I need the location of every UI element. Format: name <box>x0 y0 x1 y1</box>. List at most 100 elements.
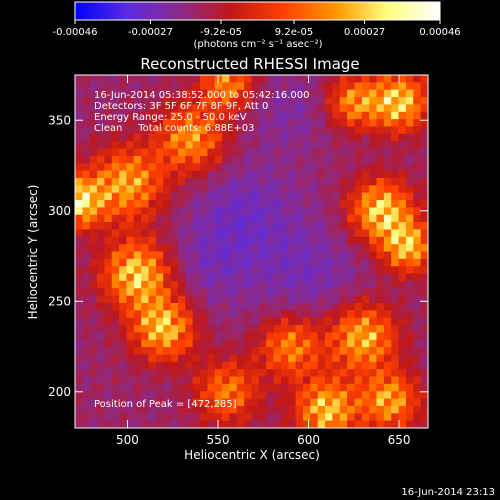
heatmap-cell <box>155 398 164 407</box>
heatmap-cell <box>347 310 355 319</box>
heatmap-cell <box>214 413 223 422</box>
heatmap-cell <box>200 155 208 164</box>
heatmap-cell <box>266 354 274 363</box>
heatmap-cell <box>75 332 83 341</box>
heatmap-cell <box>317 207 326 216</box>
heatmap-cell <box>376 207 385 216</box>
heatmap-cell <box>133 141 142 149</box>
heatmap-cell <box>89 420 98 428</box>
heatmap-cell <box>82 133 91 142</box>
heatmap-cell <box>280 111 289 120</box>
heatmap-cell <box>97 391 105 399</box>
heatmap-cell <box>383 376 392 385</box>
heatmap-cell <box>266 236 274 245</box>
heatmap-cell <box>155 104 164 113</box>
heatmap-cell <box>354 280 363 289</box>
heatmap-cell <box>347 405 355 414</box>
heatmap-cell <box>332 420 341 428</box>
heatmap-cell <box>391 119 399 127</box>
heatmap-cell <box>133 155 142 164</box>
heatmap-cell <box>280 82 289 91</box>
heatmap-cell <box>119 229 127 238</box>
colorbar-tick-label: 9.2e-05 <box>275 27 313 38</box>
heatmap-cell <box>177 244 186 252</box>
heatmap-cell <box>89 347 98 355</box>
heatmap-cell <box>398 236 407 245</box>
heatmap-cell <box>339 170 348 179</box>
heatmap-cell <box>111 177 120 186</box>
heatmap-cell <box>141 295 149 304</box>
heatmap-cell <box>97 126 105 135</box>
heatmap-cell <box>251 155 260 164</box>
heatmap-cell <box>163 185 171 194</box>
heatmap-cell <box>170 420 179 428</box>
heatmap-cell <box>339 405 348 414</box>
heatmap-cell <box>75 97 83 105</box>
heatmap-cell <box>133 236 142 245</box>
heatmap-cell <box>339 119 348 127</box>
heatmap-cell <box>133 317 142 326</box>
heatmap-cell <box>266 251 274 260</box>
heatmap-cell <box>332 398 341 407</box>
heatmap-cell <box>251 273 260 282</box>
heatmap-cell <box>413 288 422 297</box>
heatmap-cell <box>222 236 230 245</box>
heatmap-cell <box>288 185 297 194</box>
heatmap-cell <box>391 214 399 223</box>
heatmap-cell <box>236 89 245 98</box>
heatmap-cell <box>354 420 363 428</box>
heatmap-cell <box>302 317 311 326</box>
heatmap-cell <box>119 200 127 208</box>
heatmap-cell <box>133 325 142 333</box>
heatmap-cell <box>192 266 201 274</box>
heatmap-cell <box>170 383 179 392</box>
heatmap-cell <box>104 376 113 385</box>
heatmap-cell <box>244 302 252 311</box>
heatmap-cell <box>420 141 428 149</box>
heatmap-cell <box>104 405 113 414</box>
heatmap-cell <box>251 126 260 135</box>
heatmap-cell <box>354 207 363 216</box>
heatmap-cell <box>258 89 267 98</box>
heatmap-cell <box>420 236 428 245</box>
heatmap-cell <box>222 141 230 149</box>
heatmap-cell <box>229 376 238 385</box>
heatmap-cell <box>170 207 179 216</box>
heatmap-cell <box>111 214 120 223</box>
heatmap-cell <box>369 413 377 422</box>
heatmap-cell <box>398 126 407 135</box>
heatmap-cell <box>413 229 422 238</box>
heatmap-cell <box>222 97 230 105</box>
colorbar-gradient <box>74 1 441 21</box>
heatmap-cell <box>369 185 377 194</box>
heatmap-cell <box>207 317 216 326</box>
heatmap-cell <box>251 369 260 377</box>
heatmap-cell <box>163 229 171 238</box>
heatmap-cell <box>361 258 370 267</box>
heatmap-cell <box>258 295 267 304</box>
heatmap-cell <box>317 391 326 399</box>
heatmap-cell <box>361 405 370 414</box>
heatmap-cell <box>133 89 142 98</box>
heatmap-cell <box>177 82 186 91</box>
heatmap-cell <box>376 347 385 355</box>
heatmap-cell <box>148 405 157 414</box>
heatmap-cell <box>192 111 201 120</box>
heatmap-cell <box>177 104 186 113</box>
heatmap-cell <box>75 244 83 252</box>
heatmap-cell <box>75 133 83 142</box>
heatmap-cell <box>148 332 157 341</box>
heatmap-cell <box>383 391 392 399</box>
heatmap-cell <box>369 325 377 333</box>
heatmap-cell <box>89 332 98 341</box>
heatmap-cell <box>369 339 377 348</box>
heatmap-cell <box>141 317 149 326</box>
heatmap-cell <box>111 192 120 201</box>
heatmap-cell <box>302 155 311 164</box>
heatmap-cell <box>310 185 319 194</box>
heatmap-cell <box>177 200 186 208</box>
y-tick-label: 350 <box>48 113 71 127</box>
heatmap-cell <box>376 376 385 385</box>
heatmap-cell <box>251 170 260 179</box>
heatmap-cell <box>229 354 238 363</box>
